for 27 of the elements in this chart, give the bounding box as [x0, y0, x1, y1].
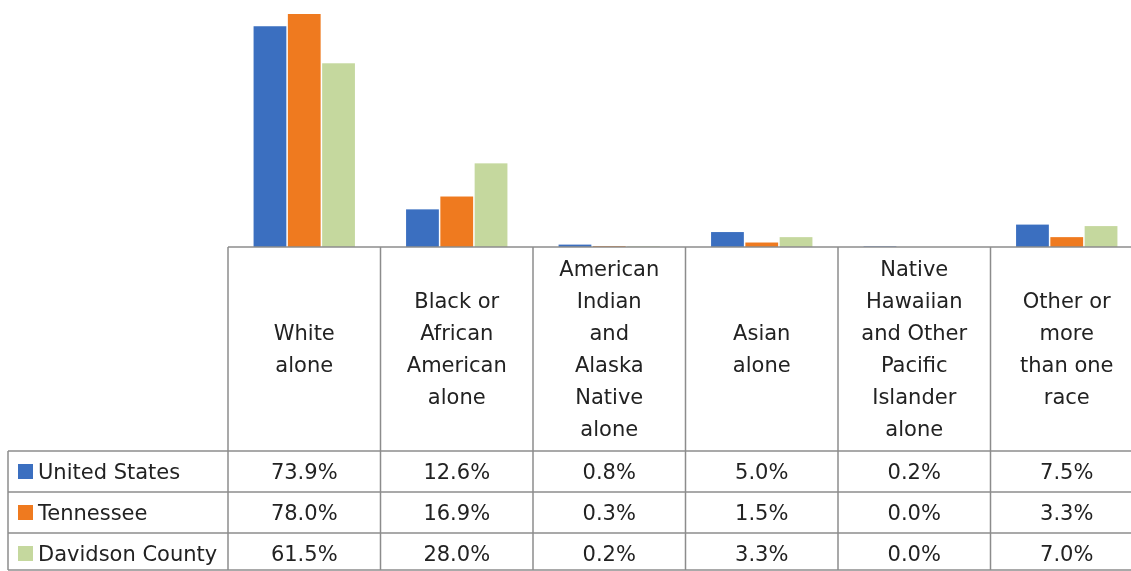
- legend-label: United States: [38, 459, 181, 484]
- legend-label: Davidson County: [38, 541, 218, 566]
- data-label: 73.9%: [270, 459, 338, 484]
- data-label: 61.5%: [270, 541, 338, 566]
- data-label: 0.2%: [582, 541, 636, 566]
- x-tick-label: Asian alone: [732, 321, 791, 377]
- data-label: 28.0%: [423, 541, 491, 566]
- x-tick-label: Native Hawaiian and Other Pacific Islander alone: [861, 257, 968, 441]
- data-label: 12.6%: [423, 459, 491, 484]
- x-tick-label: American Indian and Alaska Native alone: [559, 257, 660, 441]
- data-label: 7.0%: [1040, 541, 1094, 566]
- data-label: 3.3%: [1040, 500, 1094, 525]
- data-label: 0.3%: [582, 500, 636, 525]
- legend-label: Tennessee: [37, 500, 148, 525]
- data-label: 0.0%: [887, 541, 941, 566]
- data-label: 0.8%: [582, 459, 636, 484]
- x-tick-label: Black or African American alone: [406, 289, 507, 409]
- data-label: 78.0%: [270, 500, 338, 525]
- x-tick-label: Other or more than one race: [1020, 289, 1114, 409]
- data-label: 16.9%: [423, 500, 491, 525]
- data-label: 3.3%: [735, 541, 789, 566]
- x-tick-label: White alone: [273, 321, 335, 377]
- data-label: 7.5%: [1040, 459, 1094, 484]
- data-label: 1.5%: [735, 500, 789, 525]
- data-label: 5.0%: [735, 459, 789, 484]
- data-label: 0.2%: [887, 459, 941, 484]
- data-label: 0.0%: [887, 500, 941, 525]
